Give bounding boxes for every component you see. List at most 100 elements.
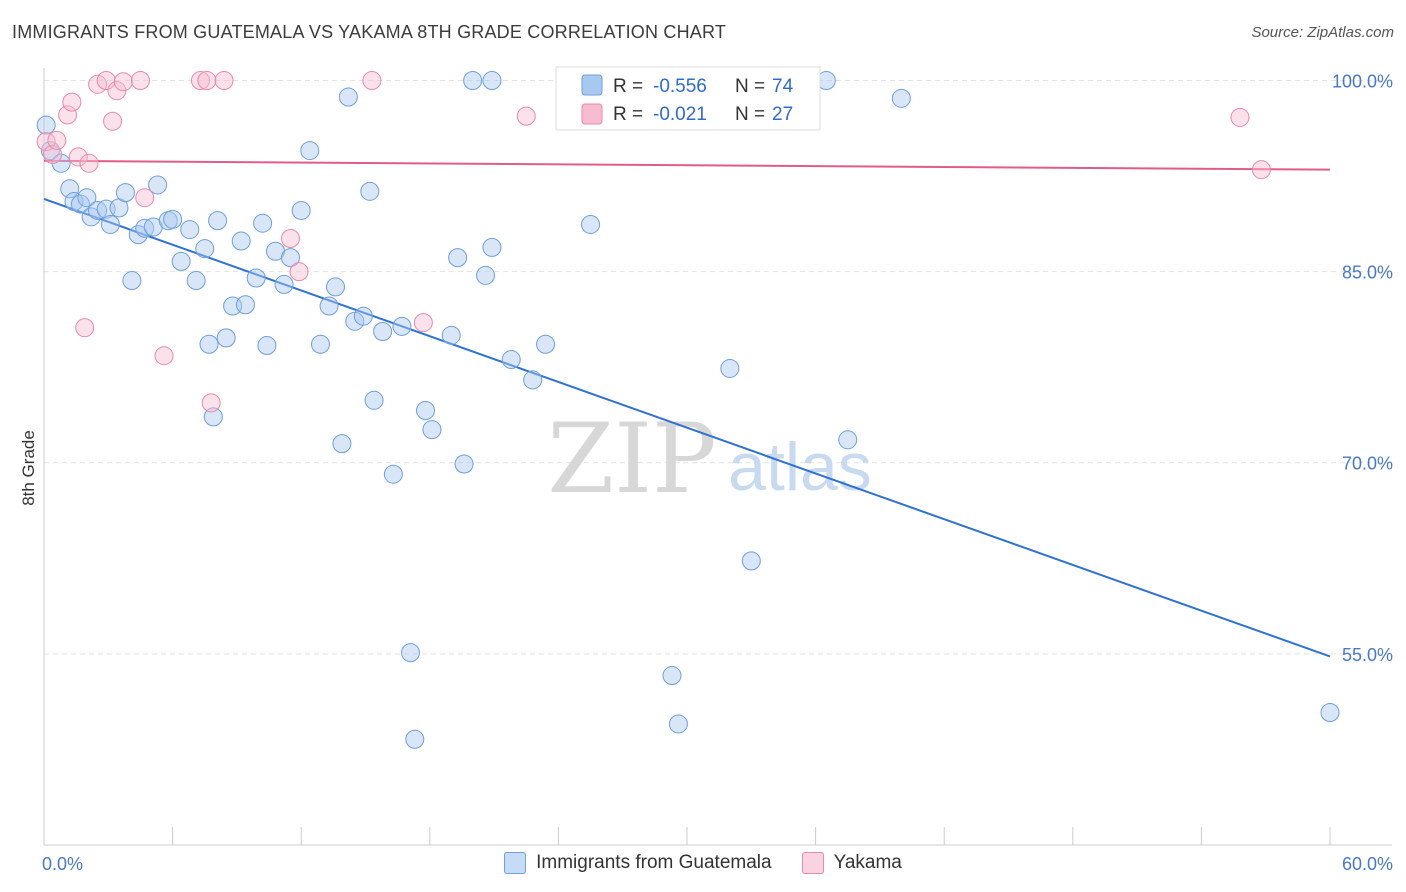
point-yakama: [1251, 160, 1271, 180]
point-guatemala: [235, 295, 255, 315]
source-credit: Source: ZipAtlas.com: [1251, 24, 1394, 41]
trend-line-yakama: [43, 159, 1331, 171]
point-guatemala: [536, 334, 556, 354]
point-guatemala: [180, 220, 200, 240]
point-guatemala: [291, 200, 311, 220]
correlation-legend: R = -0.556 N = 74 R = -0.021 N = 27: [555, 66, 821, 131]
point-guatemala: [383, 464, 403, 484]
point-guatemala: [891, 88, 911, 108]
point-yakama: [58, 105, 78, 125]
point-guatemala: [741, 551, 761, 571]
point-yakama: [362, 70, 382, 90]
point-guatemala: [454, 454, 474, 474]
point-guatemala: [581, 214, 601, 234]
point-guatemala: [203, 407, 223, 427]
legend-marker-guatemala: [504, 852, 527, 874]
point-guatemala: [668, 714, 688, 734]
point-guatemala: [448, 248, 468, 268]
point-guatemala: [199, 334, 219, 354]
point-guatemala: [476, 265, 496, 285]
point-yakama: [190, 70, 210, 90]
point-guatemala: [186, 271, 206, 291]
point-guatemala: [310, 334, 330, 354]
legend-label-yakama: Yakama: [833, 852, 902, 873]
y-tick-label: 55.0%: [1342, 645, 1393, 665]
point-guatemala: [257, 336, 277, 356]
point-guatemala: [373, 322, 393, 341]
point-yakama: [413, 313, 433, 333]
point-yakama: [516, 106, 536, 126]
point-guatemala: [364, 390, 384, 410]
point-guatemala: [60, 179, 80, 199]
point-guatemala: [171, 251, 191, 271]
legend-marker-yakama: [801, 852, 824, 874]
point-guatemala: [319, 296, 339, 316]
point-yakama: [130, 70, 150, 90]
point-yakama: [47, 130, 67, 150]
point-guatemala: [482, 237, 502, 257]
point-guatemala: [392, 316, 412, 336]
point-guatemala: [100, 214, 120, 234]
point-guatemala: [482, 70, 502, 90]
point-yakama: [75, 318, 95, 338]
watermark: ZIP atlas: [547, 403, 871, 515]
chart-title: IMMIGRANTS FROM GUATEMALA VS YAKAMA 8TH …: [12, 22, 727, 42]
point-yakama: [197, 70, 217, 90]
point-guatemala: [208, 211, 228, 231]
legend-r-value-yakama: -0.021: [653, 104, 707, 125]
point-yakama: [1230, 107, 1250, 127]
point-guatemala: [274, 274, 294, 294]
point-yakama: [201, 393, 221, 413]
legend-r-label-yakama: R =: [613, 104, 643, 125]
point-guatemala: [523, 370, 543, 390]
legend-r-value-guatemala: -0.556: [653, 76, 707, 97]
point-guatemala: [300, 141, 320, 161]
point-guatemala: [253, 213, 273, 233]
point-guatemala: [77, 188, 97, 208]
y-tick-label: 70.0%: [1342, 454, 1393, 474]
point-guatemala: [463, 70, 483, 90]
point-yakama: [154, 346, 174, 366]
point-guatemala: [838, 430, 858, 450]
point-guatemala: [360, 181, 380, 201]
point-guatemala: [416, 401, 436, 420]
point-yakama: [113, 72, 133, 92]
point-guatemala: [246, 268, 266, 288]
legend-label-guatemala: Immigrants from Guatemala: [536, 852, 772, 873]
point-guatemala: [216, 328, 236, 348]
point-guatemala: [401, 643, 421, 663]
point-guatemala: [1320, 702, 1340, 722]
gridlines: [44, 79, 1392, 655]
series-legend: Immigrants from Guatemala Yakama: [0, 852, 1406, 874]
y-tick-label: 85.0%: [1342, 263, 1393, 283]
y-axis-title: 8th Grade: [19, 430, 38, 506]
point-yakama: [214, 70, 234, 90]
y-tick-label: 100.0%: [1332, 71, 1393, 91]
data-points: [36, 70, 1340, 749]
legend-n-label-yakama: N =: [735, 104, 765, 125]
point-guatemala: [163, 209, 183, 229]
point-guatemala: [501, 350, 521, 370]
legend-item-guatemala[interactable]: Immigrants from Guatemala: [504, 852, 772, 874]
point-guatemala: [36, 115, 56, 135]
point-yakama: [135, 188, 155, 208]
point-yakama: [103, 111, 123, 131]
point-yakama: [96, 70, 116, 90]
point-guatemala: [662, 666, 682, 686]
point-guatemala: [332, 434, 352, 454]
point-yakama: [68, 147, 88, 167]
point-yakama: [280, 228, 300, 248]
point-guatemala: [720, 358, 740, 378]
point-yakama: [289, 262, 309, 282]
legend-item-yakama[interactable]: Yakama: [801, 852, 902, 874]
tick-labels: 100.0% 85.0% 70.0% 55.0% 0.0% 60.0%: [42, 71, 1393, 874]
x-tick-label: 60.0%: [1342, 854, 1393, 874]
legend-r-label-guatemala: R =: [613, 76, 643, 97]
point-yakama: [62, 92, 82, 112]
point-yakama: [79, 153, 99, 173]
legend-swatch-yakama: [581, 103, 603, 125]
point-guatemala: [280, 248, 300, 268]
point-guatemala: [422, 420, 442, 440]
watermark-zip: ZIP: [547, 403, 716, 515]
